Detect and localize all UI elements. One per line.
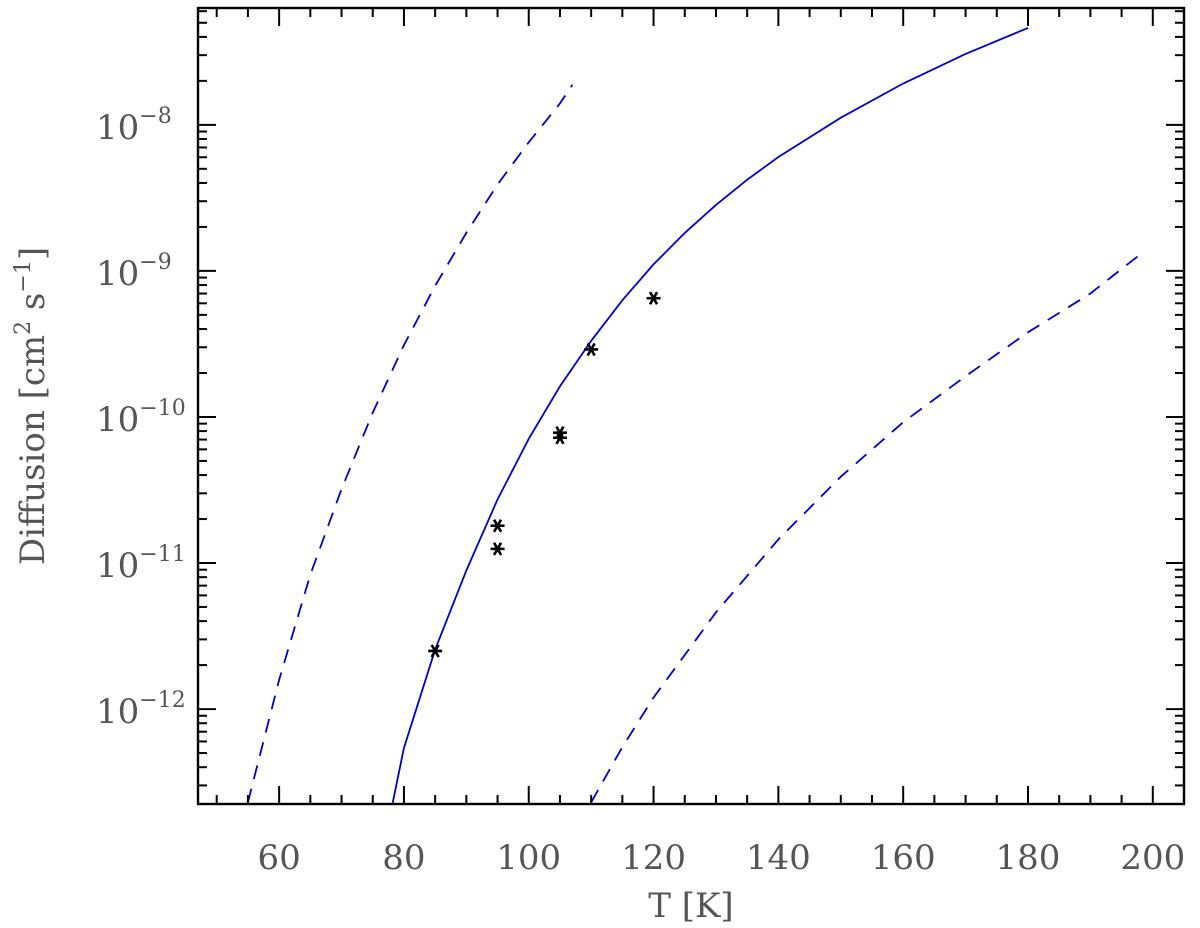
data-point-1 [490, 519, 505, 533]
y-tick-label--10: 10−10 [96, 396, 186, 440]
data-point-6 [646, 291, 661, 305]
y-axis-title-sq: 2 [11, 321, 36, 335]
y-tick-label--8: 10−8 [96, 104, 172, 148]
x-tick-label-140: 140 [746, 838, 811, 878]
data-points [428, 291, 661, 658]
x-tick-label-100: 100 [496, 838, 561, 878]
x-tick-label-60: 60 [257, 838, 300, 878]
model-curves [247, 27, 1141, 803]
x-tick-label-180: 180 [996, 838, 1061, 878]
x-tick-labels: 60 80 100 120 140 160 180 200 [257, 838, 1185, 878]
y-axis-title-mid: s [13, 293, 53, 321]
x-tick-label-200: 200 [1120, 838, 1185, 878]
x-tick-label-160: 160 [871, 838, 936, 878]
y-axis-title-close: ] [13, 247, 53, 260]
y-axis-title-inv: −1 [11, 260, 36, 292]
x-tick-label-120: 120 [621, 838, 686, 878]
plot-frame [196, 6, 1186, 806]
data-point-4 [552, 431, 567, 445]
x-axis-title: T [K] [648, 886, 733, 926]
y-tick-label--12: 10−12 [96, 688, 186, 732]
data-point-5 [584, 342, 599, 357]
curve-dashed-1 [247, 84, 574, 803]
data-point-2 [490, 542, 505, 556]
y-tick-labels: 10−12 10−11 10−10 10−9 10−8 [96, 104, 186, 732]
y-tick-label--9: 10−9 [96, 250, 172, 294]
curve-dashed-2 [590, 253, 1141, 803]
data-point-0 [428, 644, 443, 658]
curve-solid-0 [391, 27, 1029, 803]
y-axis-title: Diffusion [cm2 s−1] [11, 247, 53, 565]
x-tick-label-80: 80 [382, 838, 425, 878]
axis-ticks [198, 8, 1185, 804]
y-axis-title-main: Diffusion [cm [13, 335, 53, 565]
y-tick-label--11: 10−11 [96, 542, 186, 586]
